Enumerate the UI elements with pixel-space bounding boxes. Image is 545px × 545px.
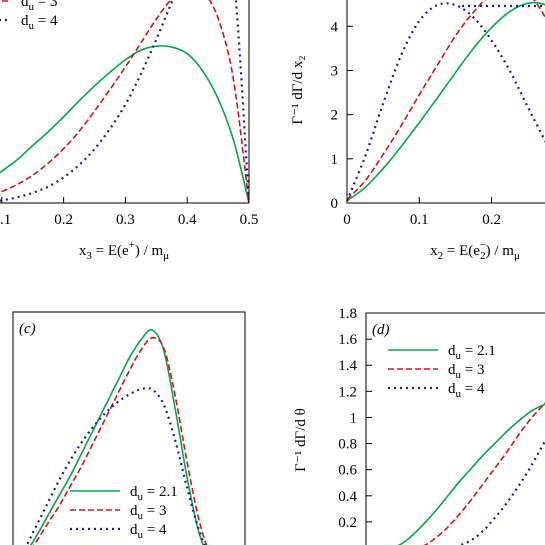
panel-d-y-tick-label: 1 <box>350 410 358 426</box>
panel-d-y-tick-label: 0.4 <box>338 489 357 505</box>
panel-a-series-1-line <box>0 0 249 203</box>
panel-c-legend-label-0: du = 2.1 <box>130 484 178 503</box>
panel-c-legend-label-1: du = 3 <box>130 503 166 522</box>
panel-d-legend-label-0: du = 2.1 <box>448 343 496 362</box>
panel-d-frame <box>365 312 545 545</box>
panel-b-y-tick-label: 4 <box>331 19 339 35</box>
panel-d-y-tick-label: 0.2 <box>338 515 357 531</box>
panel-b-x-axis-label: x2 = E(e− 2) / mμ <box>430 239 520 262</box>
panel-d-series-1-line <box>423 402 545 545</box>
panel-a-legend-label-0: du = 3 <box>21 0 57 13</box>
panel-a-frame <box>0 0 250 204</box>
panel-c-series-1-line <box>32 336 208 545</box>
panel-d-series-0-line <box>397 403 545 545</box>
panel-a: 0.1 0.2 0.3 0.4 0.5 du = 3du = 4 x3 = E(e+) / … <box>0 0 258 262</box>
panel-d-y-axis-label: Γ⁻¹ dΓ/d θ <box>293 408 309 472</box>
panel-c-series-2-line <box>25 386 206 545</box>
panel-d-panel-label: (d) <box>372 322 390 338</box>
panel-d-y-tick-label: 1.2 <box>338 384 357 400</box>
panel-c-legend-label-2: du = 4 <box>130 522 167 541</box>
panel-a-x-tick-label: 0.5 <box>240 212 259 228</box>
panel-b-x-tick-label: 0.2 <box>482 212 501 228</box>
panel-b-series-1-line <box>347 0 545 201</box>
panel-a-x-tick-label: 0.2 <box>54 212 73 228</box>
panel-b: 00.10.20.3012345x2 = E(e−2) / mμΓ⁻¹ dΓ/d… <box>290 0 545 262</box>
panel-c-series-0-line <box>29 329 204 545</box>
panel-b-series-0-line <box>347 1 545 202</box>
panel-a-x-tick-label: 0.4 <box>178 212 197 228</box>
panel-d-legend-label-2: du = 4 <box>448 381 485 400</box>
panel-b-x-tick-label: 0.1 <box>410 212 429 228</box>
panel-d-y-tick-label: 0.6 <box>338 463 357 479</box>
panel-b-y-axis-label: Γ⁻¹ dΓ/d x₂ <box>290 55 306 124</box>
panel-d-y-tick-label: 1.8 <box>338 306 357 322</box>
panel-d-y-tick-label: 1.6 <box>338 332 357 348</box>
panel-d-legend-label-1: du = 3 <box>448 362 484 381</box>
panel-d-y-tick-label: 1.4 <box>338 358 357 374</box>
panel-a-x-tick-label: 0.1 <box>0 212 11 228</box>
panel-a-legend-label-1: du = 4 <box>21 13 58 32</box>
panel-d-y-tick-label: 0.8 <box>338 437 357 453</box>
panel-b-frame <box>346 0 545 204</box>
panel-b-series-2-line <box>347 2 545 202</box>
panel-b-x-tick-label: 0 <box>343 212 351 228</box>
panel-c: du = 2.1du = 3du = 4 (c) <box>12 311 246 545</box>
panel-a-series-0-line <box>0 45 249 203</box>
panel-b-y-tick-label: 2 <box>331 108 339 124</box>
panel-a-x-tick-label: 0.3 <box>116 212 135 228</box>
panel-d: 0.2 0.4 0.6 0.8 1 1.2 1.4 1.6 1.8 du = 2.1du = 3d… <box>293 306 545 545</box>
panel-b-y-tick-label: 0 <box>331 196 339 212</box>
panel-b-y-tick-label: 1 <box>331 152 339 168</box>
panel-c-panel-label: (c) <box>19 321 36 337</box>
panel-b-y-tick-label: 3 <box>331 63 339 79</box>
panel-a-x-axis-label: x3 = E(e+) / mμ <box>79 239 169 262</box>
panel-a-series-2-line <box>0 0 249 203</box>
panel-c-frame <box>12 311 246 545</box>
